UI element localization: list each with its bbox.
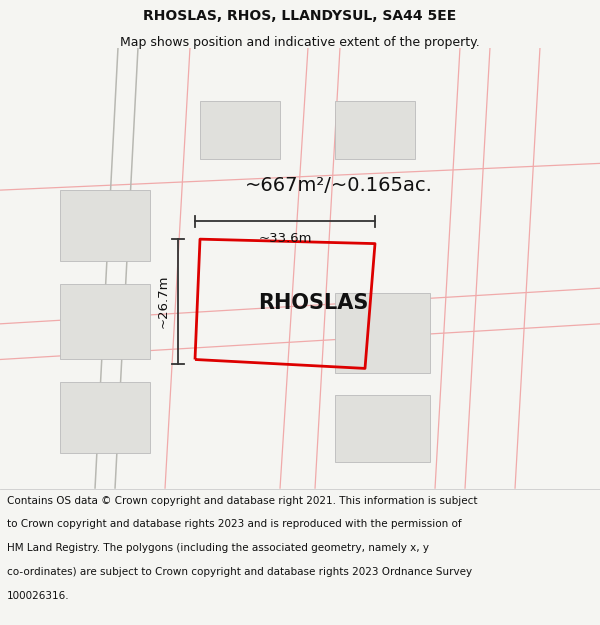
Bar <box>200 101 280 159</box>
Text: ~667m²/~0.165ac.: ~667m²/~0.165ac. <box>245 176 433 195</box>
Bar <box>60 190 150 261</box>
Bar <box>335 101 415 159</box>
Text: co-ordinates) are subject to Crown copyright and database rights 2023 Ordnance S: co-ordinates) are subject to Crown copyr… <box>7 567 472 577</box>
Text: ~33.6m: ~33.6m <box>258 232 312 245</box>
Text: 100026316.: 100026316. <box>7 591 70 601</box>
Bar <box>335 292 430 373</box>
Text: Contains OS data © Crown copyright and database right 2021. This information is : Contains OS data © Crown copyright and d… <box>7 496 478 506</box>
Bar <box>60 382 150 453</box>
Bar <box>60 284 150 359</box>
Text: to Crown copyright and database rights 2023 and is reproduced with the permissio: to Crown copyright and database rights 2… <box>7 519 462 529</box>
Text: HM Land Registry. The polygons (including the associated geometry, namely x, y: HM Land Registry. The polygons (includin… <box>7 543 429 553</box>
Bar <box>335 395 430 462</box>
Text: Map shows position and indicative extent of the property.: Map shows position and indicative extent… <box>120 36 480 49</box>
Text: ~26.7m: ~26.7m <box>157 275 170 328</box>
Text: RHOSLAS, RHOS, LLANDYSUL, SA44 5EE: RHOSLAS, RHOS, LLANDYSUL, SA44 5EE <box>143 9 457 24</box>
Text: RHOSLAS: RHOSLAS <box>259 292 369 312</box>
